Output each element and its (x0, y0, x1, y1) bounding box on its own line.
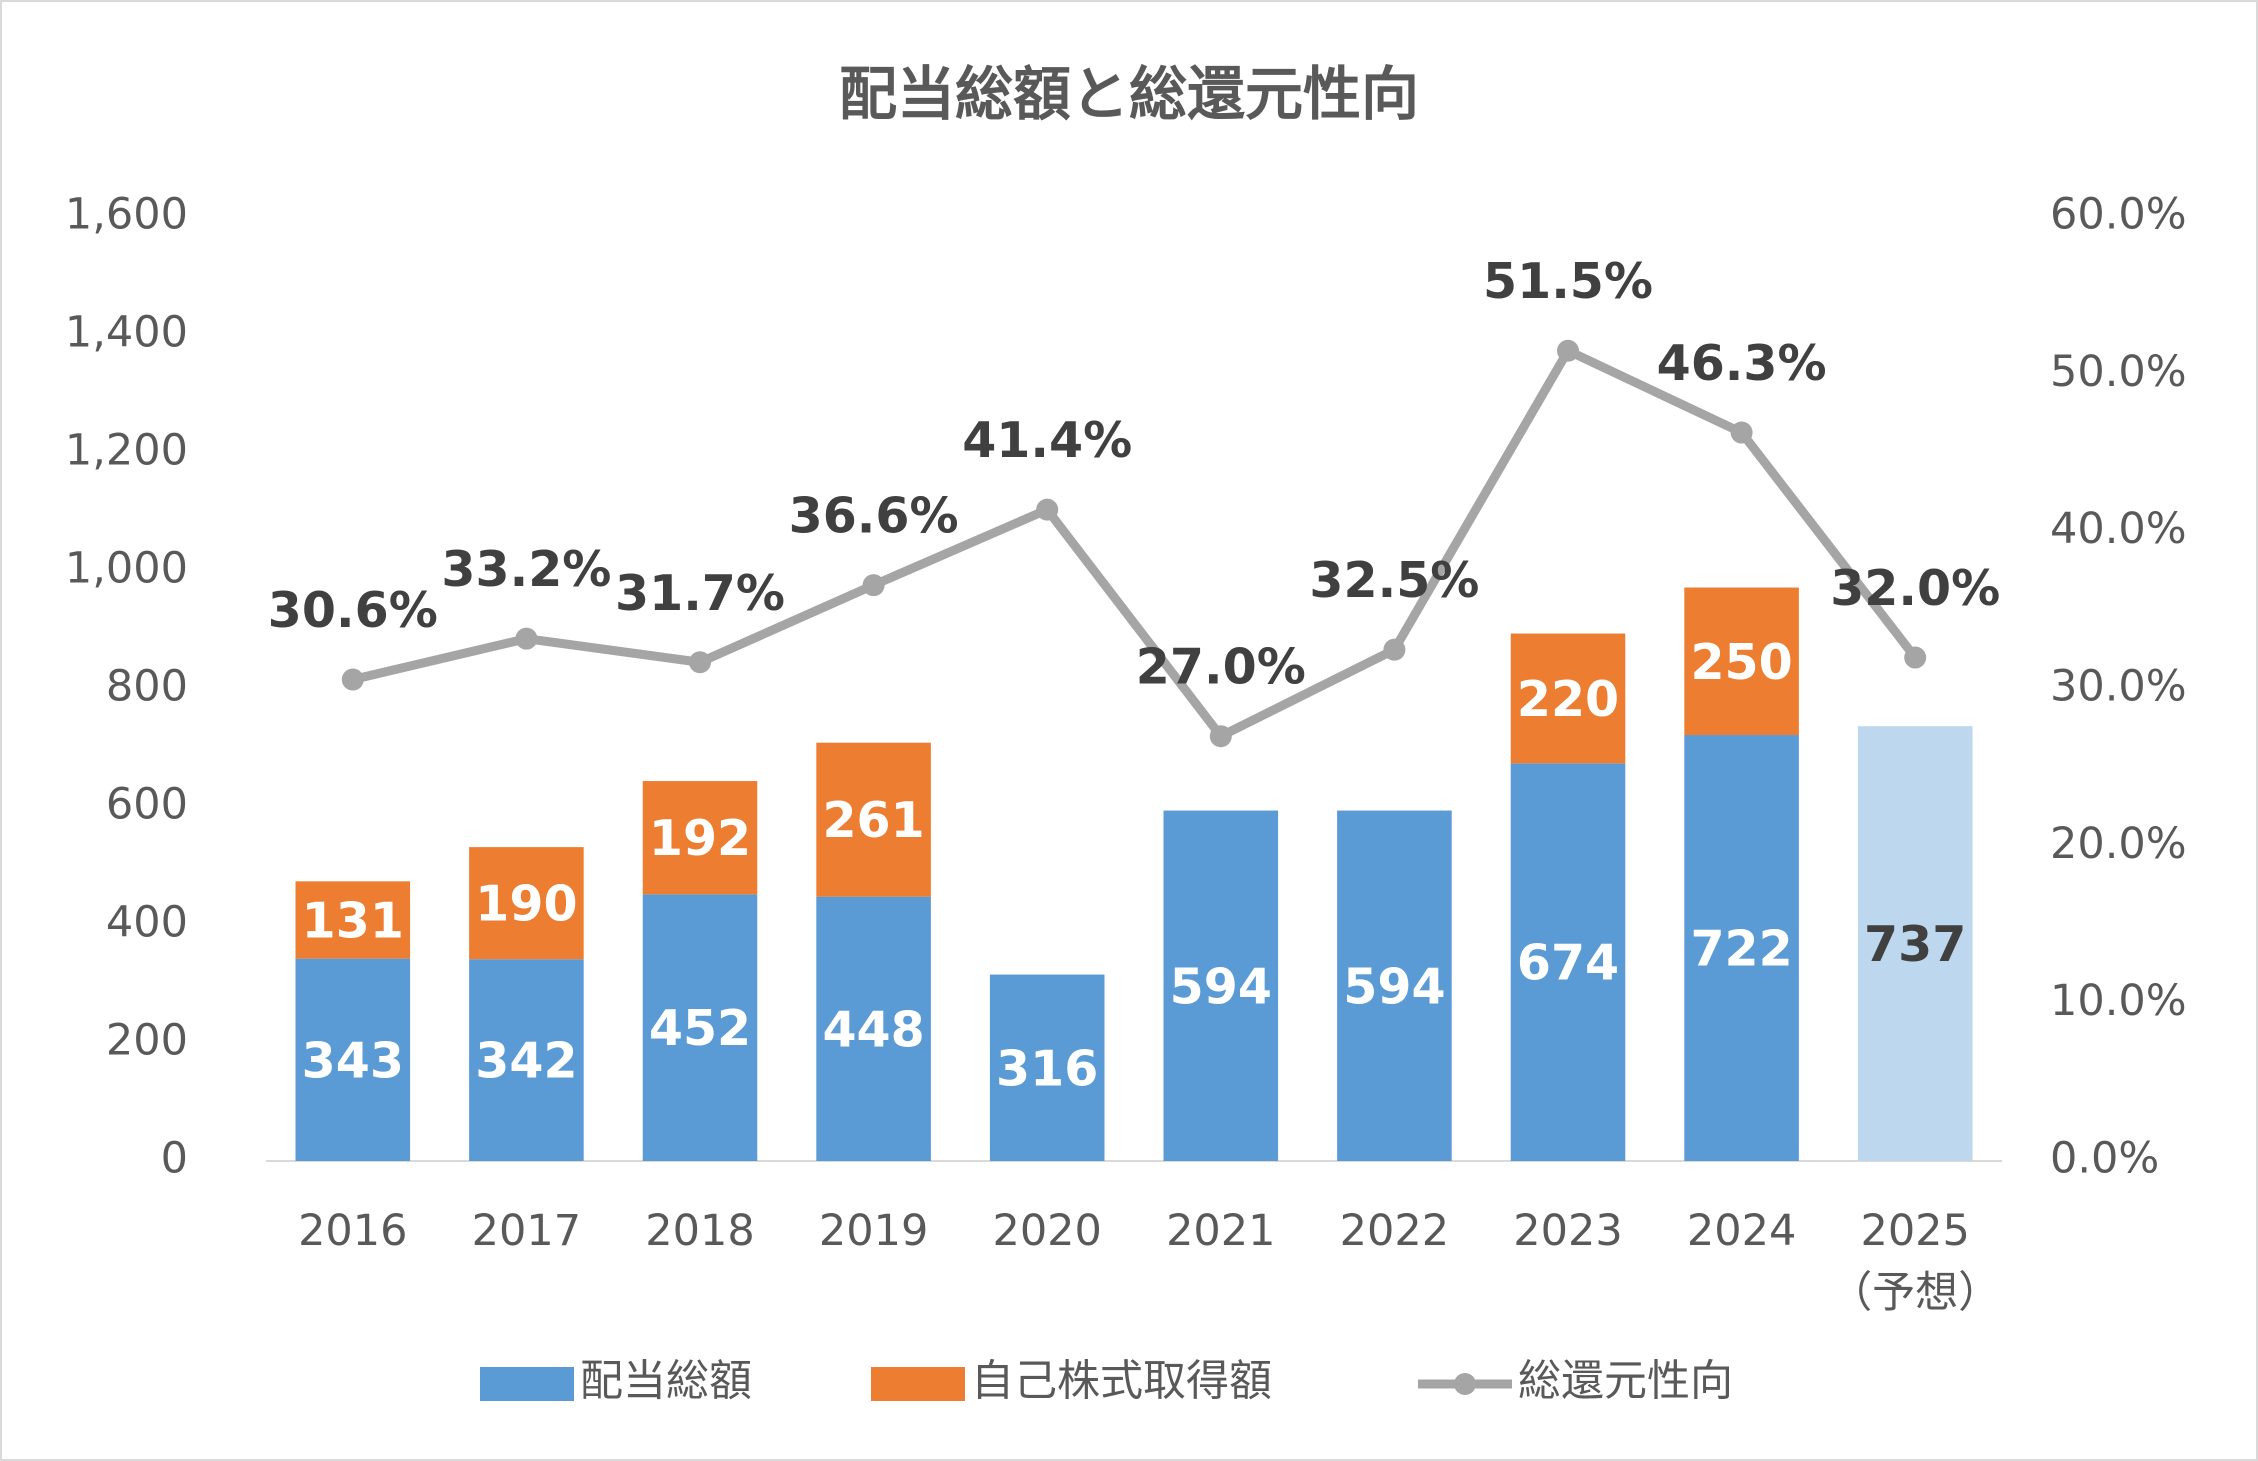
line-marker (1557, 339, 1579, 362)
y2-tick-label: 60.0% (2050, 190, 2187, 240)
y-tick-label: 1,000 (65, 544, 188, 594)
y2-tick-label: 10.0% (2050, 976, 2187, 1026)
data-label: 36.6% (789, 488, 959, 545)
y-tick-label: 1,200 (65, 426, 188, 476)
data-label: 594 (1343, 958, 1445, 1015)
line-marker (1383, 638, 1406, 661)
y-tick-label: 1,400 (65, 308, 188, 358)
data-label: 51.5% (1483, 253, 1653, 310)
y2-tick-label: 40.0% (2050, 504, 2187, 554)
bar (1684, 587, 1799, 736)
y-tick-label: 400 (106, 898, 188, 948)
bar (469, 959, 584, 1161)
x-tick-label-line: 2018 (645, 1206, 754, 1256)
legend-swatch (871, 1367, 965, 1401)
data-label: 250 (1690, 634, 1792, 691)
data-label: 220 (1517, 671, 1619, 728)
x-tick-label: 2025 （予想） (1829, 1206, 2001, 1318)
data-label: 46.3% (1657, 335, 1827, 392)
data-label: 131 (302, 892, 404, 949)
y-tick-label: 600 (106, 780, 188, 830)
line-marker (1036, 498, 1059, 521)
line-marker (689, 651, 711, 674)
y-tick-label: 0 (161, 1134, 188, 1184)
bar (295, 881, 411, 959)
line-marker (341, 668, 364, 691)
bar (1337, 810, 1452, 1161)
data-label: 27.0% (1136, 639, 1306, 696)
x-tick-label-line: 2025 (1860, 1206, 1969, 1256)
data-label: 452 (649, 1000, 751, 1057)
data-label: 31.7% (615, 565, 785, 622)
legend-label: 配当総額 (580, 1357, 752, 1407)
legend-marker (1454, 1373, 1476, 1395)
x-tick-label: 2018 (645, 1206, 754, 1256)
y2-tick-label: 20.0% (2050, 819, 2187, 869)
x-tick-label-line: 2020 (992, 1206, 1101, 1256)
bar (989, 974, 1105, 1161)
chart-title: 配当総額と総還元性向 (839, 60, 1419, 128)
bar (295, 958, 411, 1161)
bar (1857, 726, 1973, 1161)
y2-tick-label: 0.0% (2050, 1134, 2159, 1184)
y2-tick-label: 50.0% (2050, 347, 2187, 397)
y-tick-label: 200 (106, 1016, 188, 1066)
legend-label: 総還元性向 (1518, 1357, 1733, 1407)
y-tick-label: 800 (106, 662, 188, 712)
bar (816, 742, 931, 897)
data-label: 722 (1690, 921, 1792, 978)
data-label: 32.5% (1309, 552, 1479, 609)
data-label: 190 (475, 876, 577, 933)
x-tick-label: 2022 (1340, 1206, 1449, 1256)
x-tick-label-line: 2023 (1513, 1206, 1622, 1256)
x-tick-label-line: 2016 (298, 1206, 407, 1256)
data-label: 41.4% (962, 412, 1132, 469)
x-tick-label: 2016 (298, 1206, 407, 1256)
x-tick-label: 2023 (1513, 1206, 1622, 1256)
bar (1510, 763, 1626, 1161)
x-tick-label-line: 2021 (1166, 1206, 1275, 1256)
x-tick-label: 2021 (1166, 1206, 1275, 1256)
data-label: 30.6% (268, 582, 438, 639)
bar (1163, 810, 1279, 1161)
x-tick-label: 2024 (1687, 1206, 1796, 1256)
bar (816, 896, 931, 1161)
data-label: 261 (822, 792, 924, 849)
bar (642, 781, 758, 895)
data-label: 674 (1517, 935, 1619, 992)
legend-label: 自己株式取得額 (971, 1357, 1272, 1407)
x-tick-label-line: （予想） (1829, 1268, 2001, 1318)
bar (1684, 735, 1799, 1161)
bar (469, 847, 584, 960)
line-marker (1209, 725, 1232, 748)
data-label: 316 (996, 1040, 1098, 1097)
x-tick-label: 2020 (992, 1206, 1101, 1256)
bar (1510, 633, 1626, 764)
x-tick-label: 2017 (472, 1206, 581, 1256)
y2-tick-label: 30.0% (2050, 662, 2187, 712)
x-tick-label-line: 2017 (472, 1206, 581, 1256)
legend-swatch (480, 1367, 574, 1401)
line-marker (1730, 421, 1753, 444)
data-label: 342 (475, 1033, 577, 1090)
line-marker (1904, 646, 1927, 669)
data-label: 343 (302, 1032, 404, 1089)
data-label: 448 (822, 1001, 924, 1058)
data-label: 33.2% (441, 541, 611, 598)
x-tick-label: 2019 (819, 1206, 928, 1256)
line-marker (862, 574, 885, 597)
x-tick-label-line: 2024 (1687, 1206, 1796, 1256)
data-label: 737 (1864, 916, 1966, 973)
line (351, 346, 1919, 741)
bar (642, 894, 758, 1161)
data-label: 32.0% (1830, 560, 2000, 617)
y-tick-label: 1,600 (65, 190, 188, 240)
data-label: 594 (1170, 958, 1272, 1015)
data-label: 192 (649, 810, 751, 867)
x-tick-label-line: 2022 (1340, 1206, 1449, 1256)
x-tick-label-line: 2019 (819, 1206, 928, 1256)
line-marker (515, 627, 538, 650)
